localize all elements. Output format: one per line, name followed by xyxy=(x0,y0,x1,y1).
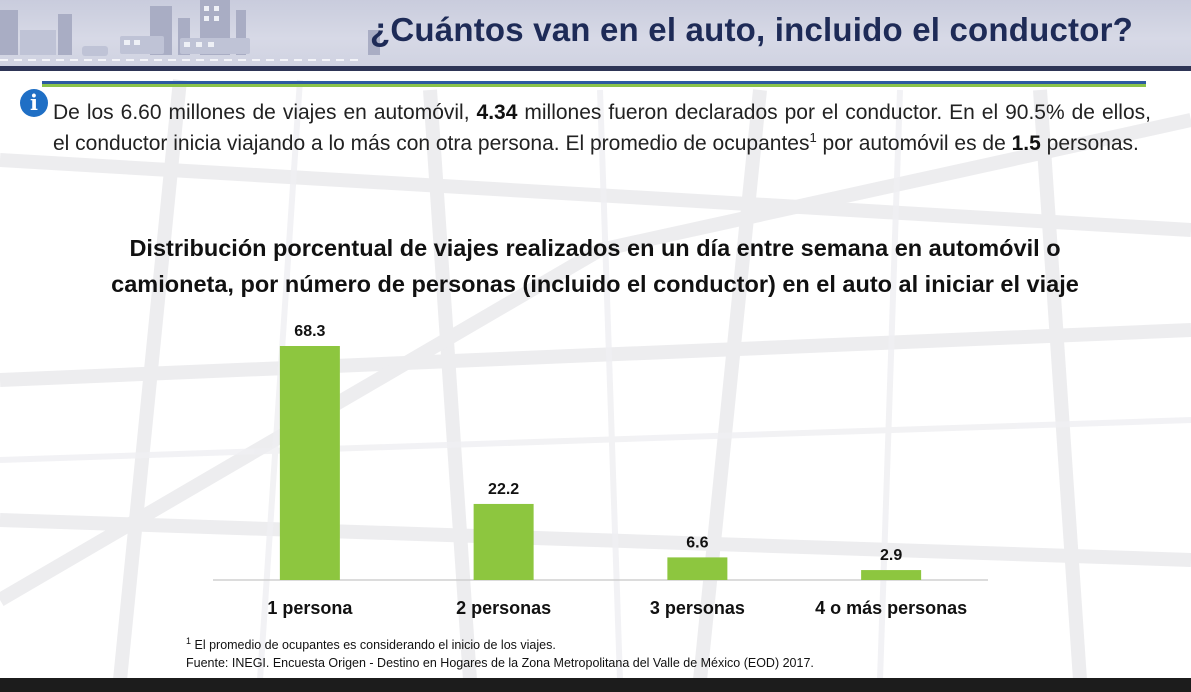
info-footnote-ref: 1 xyxy=(809,130,817,145)
bar-4 xyxy=(861,570,922,580)
footnote-marker: 1 xyxy=(186,636,192,646)
data-label-4: 2.9 xyxy=(880,547,902,564)
bar-3 xyxy=(667,557,728,580)
bar-1 xyxy=(279,346,340,580)
page-title: ¿Cuántos van en el auto, incluido el con… xyxy=(370,11,1133,48)
info-icon: i xyxy=(20,89,48,117)
category-label-2: 2 personas xyxy=(456,598,551,618)
chart-title-line1: Distribución porcentual de viajes realiz… xyxy=(129,235,1061,261)
footnote-average: 1 El promedio de ocupantes es consideran… xyxy=(186,636,556,653)
chart-title-line2: camioneta, por número de personas (inclu… xyxy=(111,271,1079,297)
footnote-average-text: El promedio de ocupantes es considerando… xyxy=(191,638,556,652)
category-label-1: 1 persona xyxy=(267,598,353,618)
data-label-1: 68.3 xyxy=(294,323,325,340)
data-label-2: 22.2 xyxy=(488,481,519,498)
info-bold-average: 1.5 xyxy=(1011,132,1041,155)
section-rule-blue xyxy=(42,81,1146,84)
category-label-4: 4 o más personas xyxy=(815,598,967,618)
chart-title: Distribución porcentual de viajes realiz… xyxy=(40,230,1150,302)
info-text-part1: De los 6.60 millones de viajes en automó… xyxy=(53,101,477,124)
header-underline xyxy=(0,66,1191,71)
section-rule-green xyxy=(42,84,1146,87)
footnote-source: Fuente: INEGI. Encuesta Origen - Destino… xyxy=(186,656,814,670)
data-label-3: 6.6 xyxy=(686,534,708,551)
info-text-part4: personas. xyxy=(1040,132,1139,155)
bar-2 xyxy=(473,503,534,580)
info-bold-trips: 4.34 xyxy=(476,101,518,124)
info-text-part3: por automóvil es de xyxy=(816,132,1012,155)
header-banner: ¿Cuántos van en el auto, incluido el con… xyxy=(0,0,1191,70)
category-label-3: 3 personas xyxy=(650,598,745,618)
city-skyline-illustration xyxy=(0,0,380,61)
info-text-part2: millones fueron declarados por el conduc… xyxy=(53,101,1151,155)
bottom-strip xyxy=(0,678,1191,692)
info-paragraph: De los 6.60 millones de viajes en automó… xyxy=(53,97,1151,159)
